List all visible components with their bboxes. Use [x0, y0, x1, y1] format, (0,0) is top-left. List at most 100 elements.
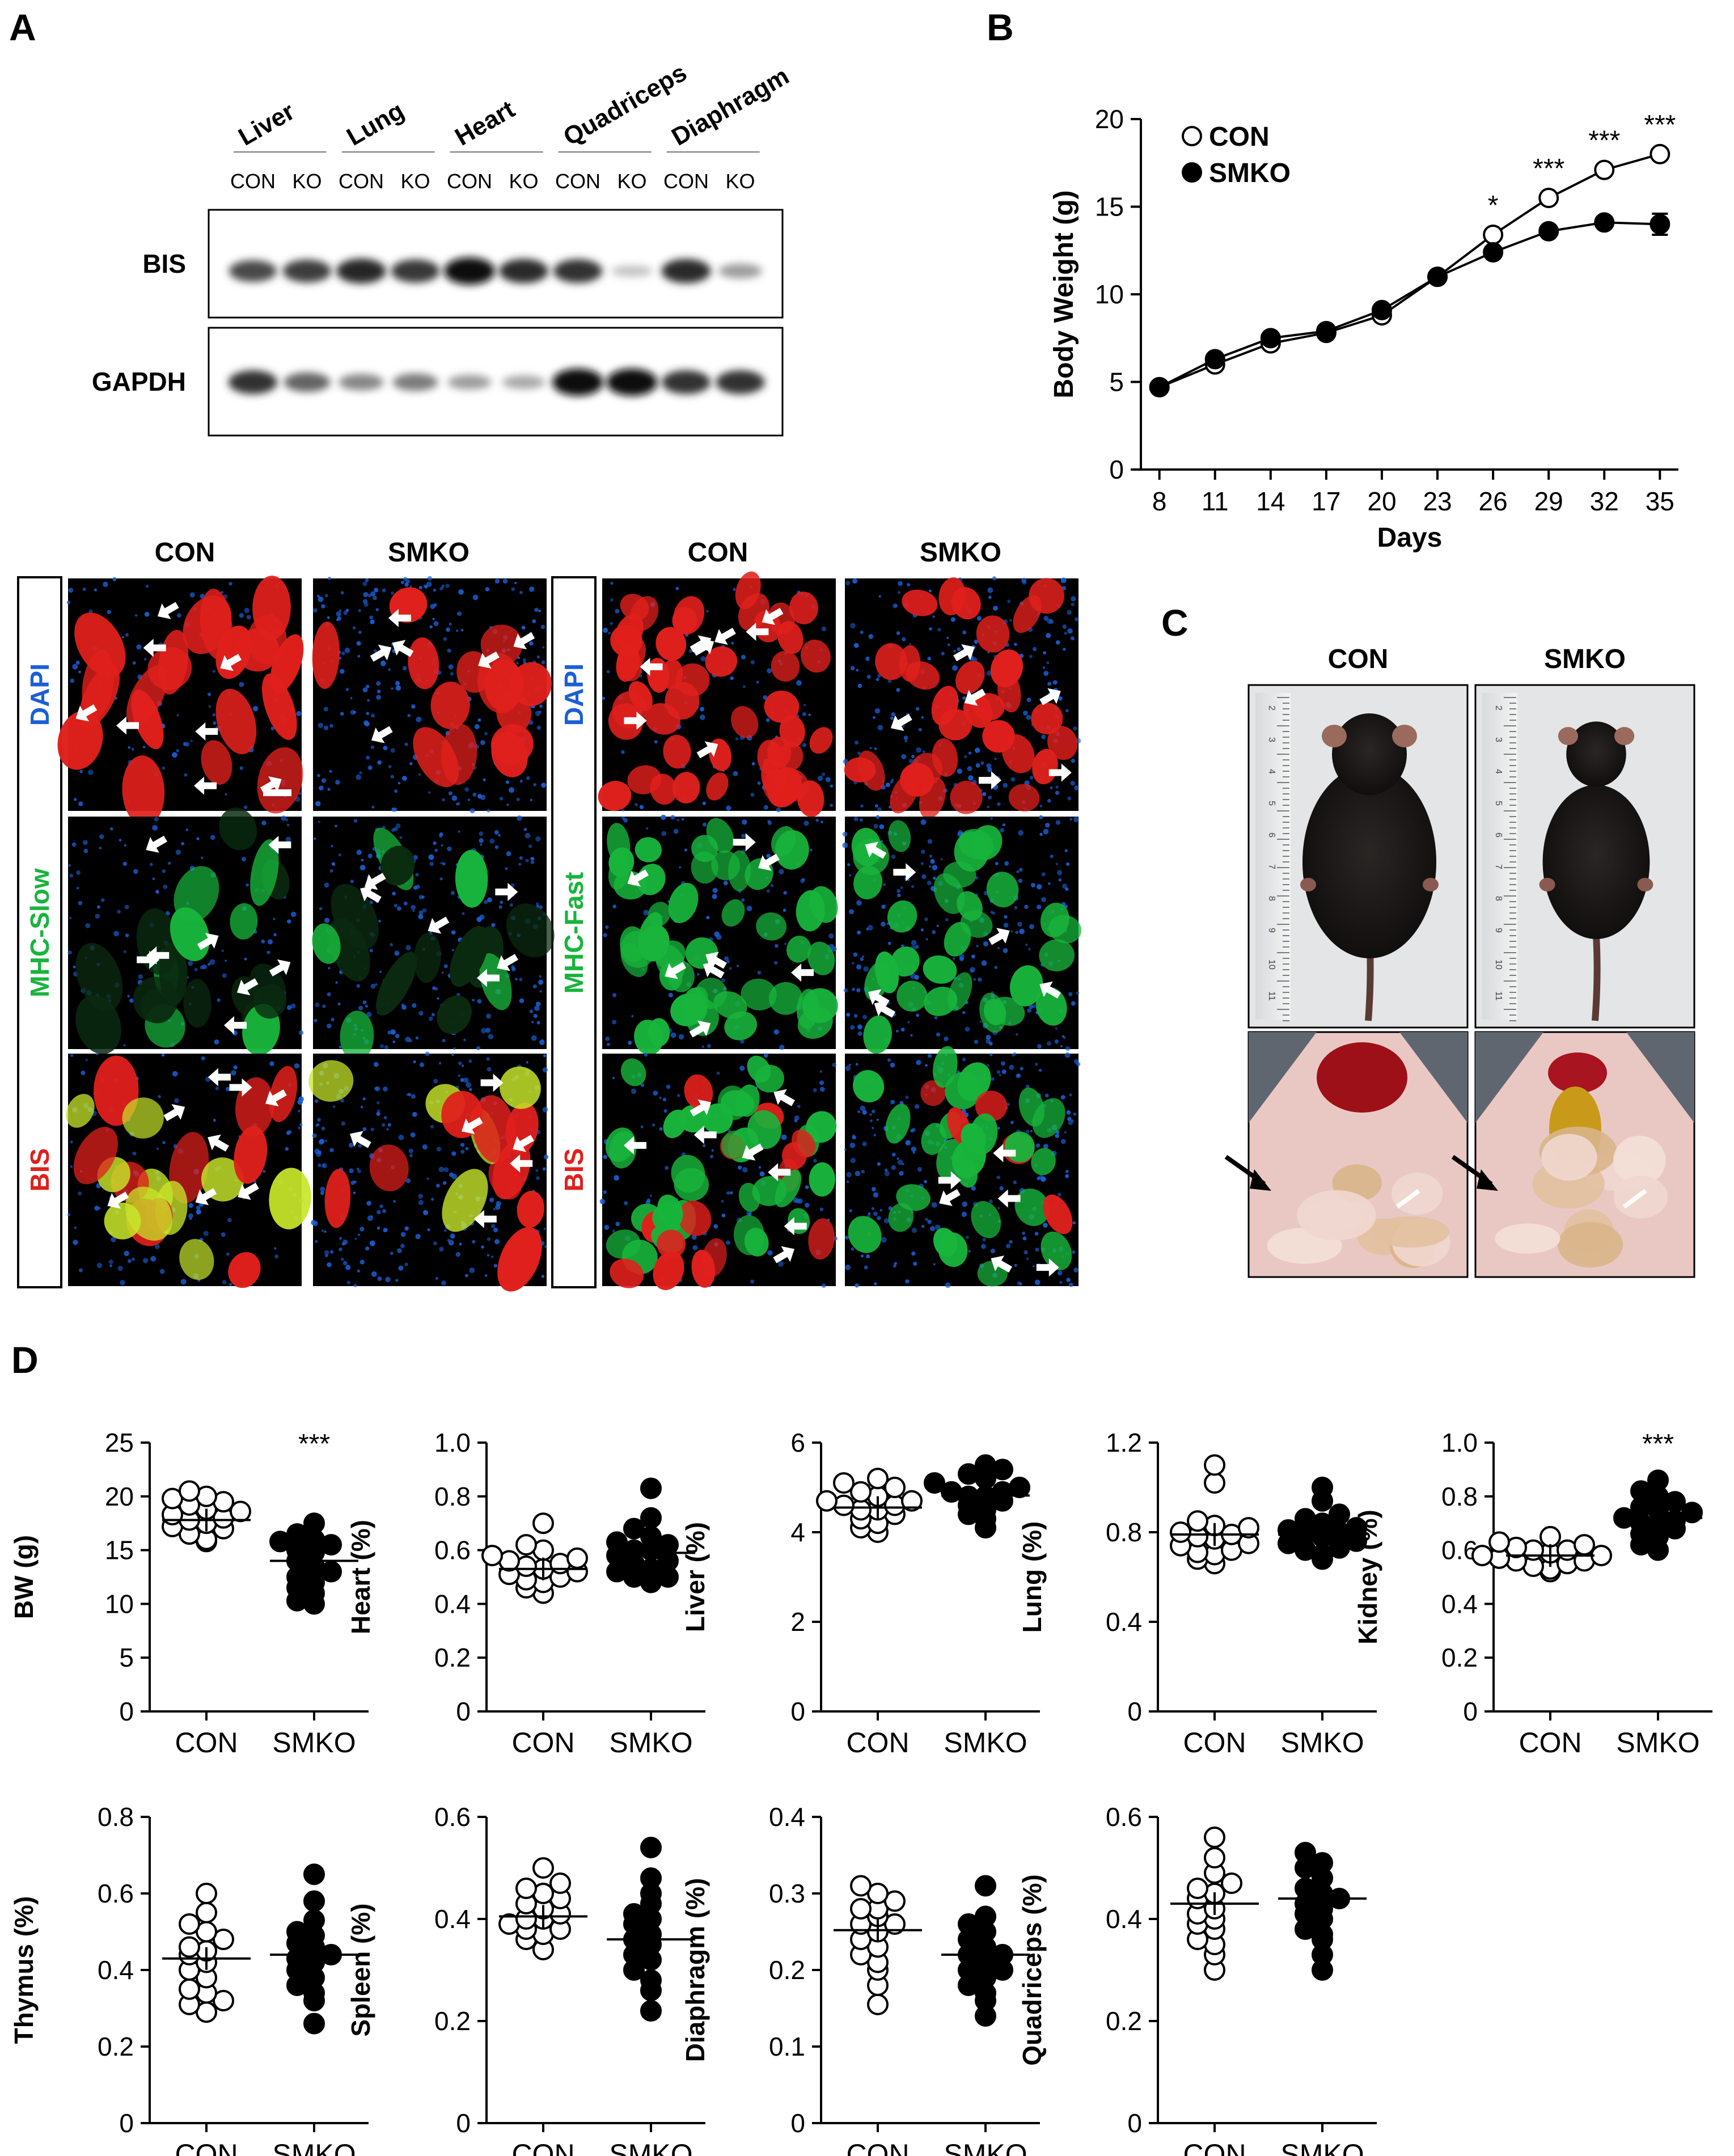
arrow-shape: [370, 644, 392, 662]
nucleus: [183, 742, 187, 746]
muscle-fiber: [768, 602, 796, 636]
nucleus: [1001, 1061, 1005, 1066]
nucleus: [127, 1259, 132, 1263]
nucleus: [867, 924, 873, 931]
muscle-fiber: [620, 594, 649, 620]
nucleus: [860, 631, 864, 634]
muscle-fiber: [684, 1074, 713, 1110]
nucleus: [1020, 1067, 1024, 1071]
nucleus: [736, 965, 739, 967]
nucleus: [393, 1200, 396, 1203]
nucleus: [927, 881, 932, 886]
nucleus: [362, 1127, 367, 1131]
nucleus: [612, 1229, 616, 1233]
nucleus: [702, 1144, 706, 1148]
data-point: [481, 1545, 503, 1567]
arrow-marker: [350, 1131, 371, 1148]
nucleus: [367, 594, 371, 598]
nucleus: [465, 1147, 469, 1151]
nucleus: [360, 865, 366, 870]
arrow-marker: [768, 1163, 791, 1182]
nucleus: [337, 1003, 341, 1006]
nucleus: [1069, 818, 1073, 821]
nucleus: [961, 1211, 967, 1217]
nucleus: [1065, 709, 1069, 713]
nucleus: [342, 1261, 348, 1266]
nucleus: [329, 1148, 334, 1152]
nucleus: [382, 1123, 386, 1127]
nucleus: [721, 978, 725, 983]
nucleus: [401, 776, 407, 781]
nucleus: [397, 1248, 402, 1253]
nucleus: [860, 957, 864, 961]
nucleus: [810, 848, 813, 852]
nucleus: [662, 1097, 667, 1102]
ruler-number: 10: [1267, 959, 1276, 970]
nucleus: [1065, 1174, 1069, 1178]
nucleus: [821, 626, 827, 632]
nucleus: [1030, 882, 1035, 887]
nucleus: [541, 1275, 544, 1278]
nucleus: [927, 839, 933, 844]
nucleus: [659, 1127, 663, 1131]
nucleus: [1024, 904, 1029, 909]
nucleus: [505, 867, 508, 870]
histology-header: CON: [688, 538, 748, 568]
nucleus: [1013, 1052, 1017, 1056]
tissue-label: Liver: [234, 98, 299, 151]
nucleus: [392, 1040, 396, 1043]
arrow-marker: [791, 963, 814, 982]
nucleus: [631, 1088, 637, 1094]
nucleus: [530, 798, 533, 802]
ruler-number: 6: [1267, 832, 1276, 838]
data-point: [566, 1547, 588, 1569]
nucleus: [965, 1026, 970, 1032]
nucleus: [896, 889, 901, 893]
arrow-marker: [163, 1104, 185, 1122]
ruler-number: 8: [1494, 896, 1503, 901]
x-tick-label: CON: [1183, 2138, 1246, 2156]
y-tick-label: 0.6: [98, 1879, 134, 1908]
nucleus: [377, 1101, 380, 1105]
muscle-fiber: [219, 808, 257, 851]
nucleus: [808, 713, 811, 716]
arrow-marker: [891, 713, 912, 731]
nucleus: [124, 844, 126, 847]
nucleus: [706, 916, 710, 920]
nucleus: [691, 1235, 697, 1240]
nucleus: [610, 622, 614, 625]
histology-panels: CON SMKO CON SMKODAPIMHC-SlowBISDAPIMHC-Fas…: [17, 538, 1082, 1292]
arrow-marker: [197, 933, 219, 950]
nucleus: [1026, 697, 1031, 703]
nucleus: [692, 1245, 698, 1250]
nucleus: [999, 1186, 1004, 1191]
blot-band: [282, 259, 332, 283]
y-tick-label: 0.8: [98, 1802, 134, 1832]
nucleus: [1074, 785, 1079, 790]
nucleus: [98, 1206, 101, 1210]
arrow-marker: [229, 1078, 252, 1097]
arrow-marker: [238, 1182, 259, 1200]
arrow-marker: [478, 651, 500, 669]
nucleus: [511, 587, 515, 591]
nucleus: [851, 1247, 855, 1251]
arrow-marker: [428, 916, 450, 934]
histology-label-frame: [551, 576, 597, 1288]
muscle-fiber: [733, 1215, 765, 1255]
arrow-shape: [116, 716, 139, 735]
nucleus: [740, 1039, 745, 1044]
nucleus: [541, 1039, 544, 1042]
nucleus: [403, 577, 408, 581]
nucleus: [767, 668, 772, 674]
nucleus: [976, 616, 982, 621]
nucleus: [357, 1169, 361, 1173]
nucleus: [621, 808, 625, 811]
muscle-fiber: [500, 1066, 541, 1109]
muscle-fiber: [945, 1072, 982, 1110]
data-point: [901, 1490, 923, 1512]
nucleus: [868, 1212, 871, 1215]
nucleus: [370, 713, 375, 718]
data-point: [850, 1875, 872, 1897]
nucleus: [729, 967, 732, 970]
nucleus: [768, 821, 772, 825]
